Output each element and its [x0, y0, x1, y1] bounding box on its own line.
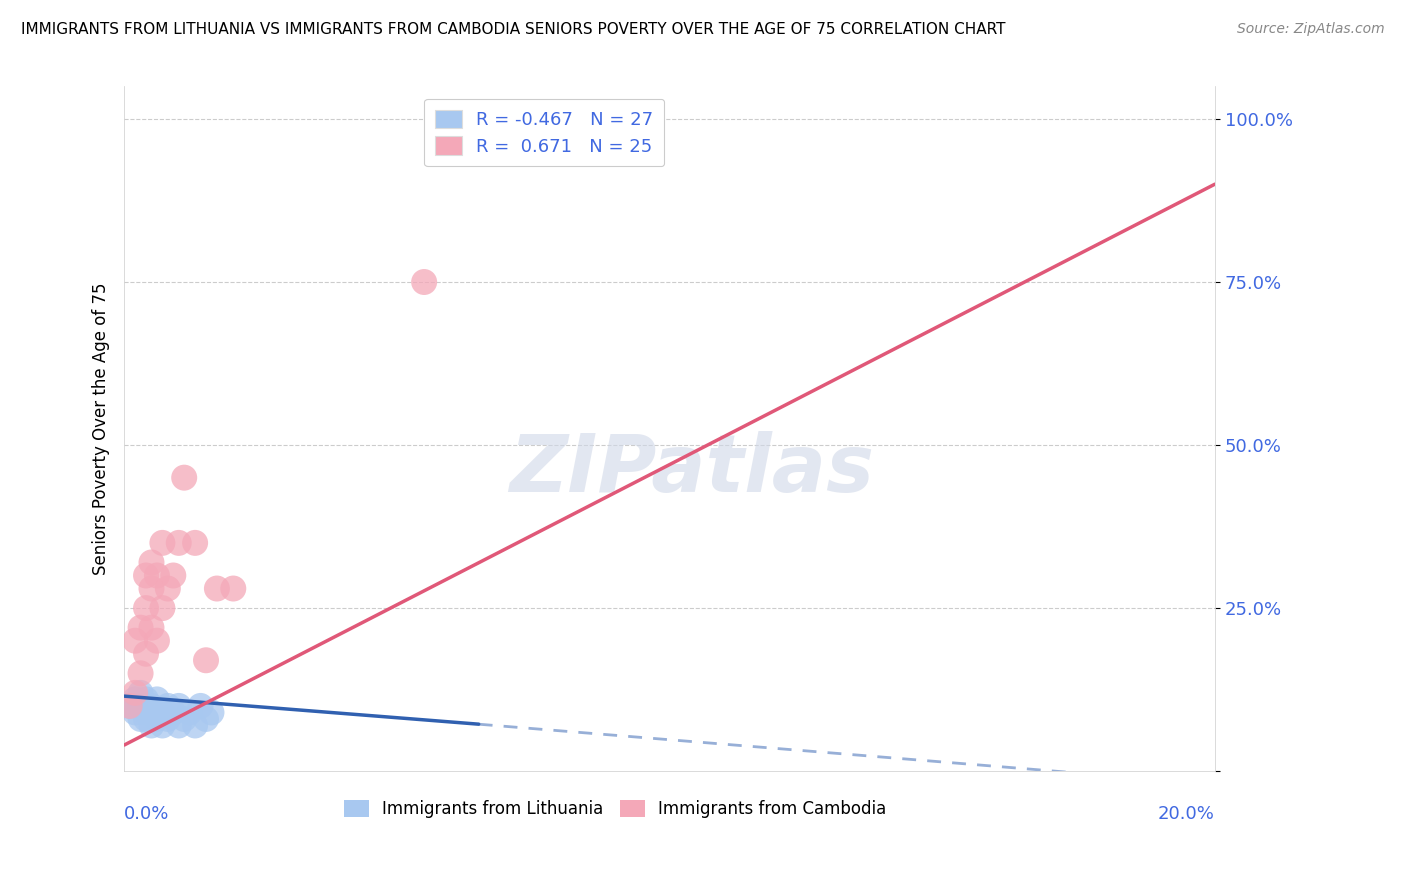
Text: ZIPatlas: ZIPatlas — [509, 431, 875, 508]
Point — [150, 718, 173, 732]
Point — [141, 556, 163, 570]
Text: IMMIGRANTS FROM LITHUANIA VS IMMIGRANTS FROM CAMBODIA SENIORS POVERTY OVER THE A: IMMIGRANTS FROM LITHUANIA VS IMMIGRANTS … — [21, 22, 1005, 37]
Point — [135, 712, 157, 726]
Point — [150, 536, 173, 550]
Point — [184, 718, 207, 732]
Point — [118, 698, 141, 713]
Text: 0.0%: 0.0% — [124, 805, 170, 823]
Point — [124, 633, 146, 648]
Point — [146, 568, 169, 582]
Point — [124, 692, 146, 706]
Point — [141, 582, 163, 596]
Point — [179, 706, 201, 720]
Point — [162, 706, 184, 720]
Point — [135, 692, 157, 706]
Point — [200, 706, 222, 720]
Text: Source: ZipAtlas.com: Source: ZipAtlas.com — [1237, 22, 1385, 37]
Point — [222, 582, 245, 596]
Point — [129, 686, 152, 700]
Point — [141, 706, 163, 720]
Point — [167, 718, 190, 732]
Point — [167, 698, 190, 713]
Point — [124, 686, 146, 700]
Legend: R = -0.467   N = 27, R =  0.671   N = 25: R = -0.467 N = 27, R = 0.671 N = 25 — [425, 99, 664, 167]
Point — [146, 712, 169, 726]
Point — [195, 712, 218, 726]
Point — [205, 582, 228, 596]
Point — [146, 633, 169, 648]
Point — [129, 712, 152, 726]
Point — [495, 112, 517, 126]
Point — [156, 582, 179, 596]
Point — [124, 706, 146, 720]
Point — [413, 275, 436, 289]
Point — [135, 647, 157, 661]
Point — [135, 568, 157, 582]
Point — [146, 692, 169, 706]
Point — [129, 698, 152, 713]
Point — [141, 698, 163, 713]
Point — [135, 706, 157, 720]
Text: 20.0%: 20.0% — [1159, 805, 1215, 823]
Point — [190, 698, 212, 713]
Point — [150, 601, 173, 615]
Point — [173, 470, 195, 484]
Point — [141, 718, 163, 732]
Point — [141, 621, 163, 635]
Point — [195, 653, 218, 667]
Point — [129, 621, 152, 635]
Point — [162, 568, 184, 582]
Y-axis label: Seniors Poverty Over the Age of 75: Seniors Poverty Over the Age of 75 — [93, 283, 110, 575]
Point — [150, 706, 173, 720]
Point — [184, 536, 207, 550]
Point — [156, 698, 179, 713]
Point — [129, 666, 152, 681]
Point — [118, 698, 141, 713]
Point — [156, 712, 179, 726]
Point — [173, 712, 195, 726]
Point — [135, 601, 157, 615]
Point — [167, 536, 190, 550]
